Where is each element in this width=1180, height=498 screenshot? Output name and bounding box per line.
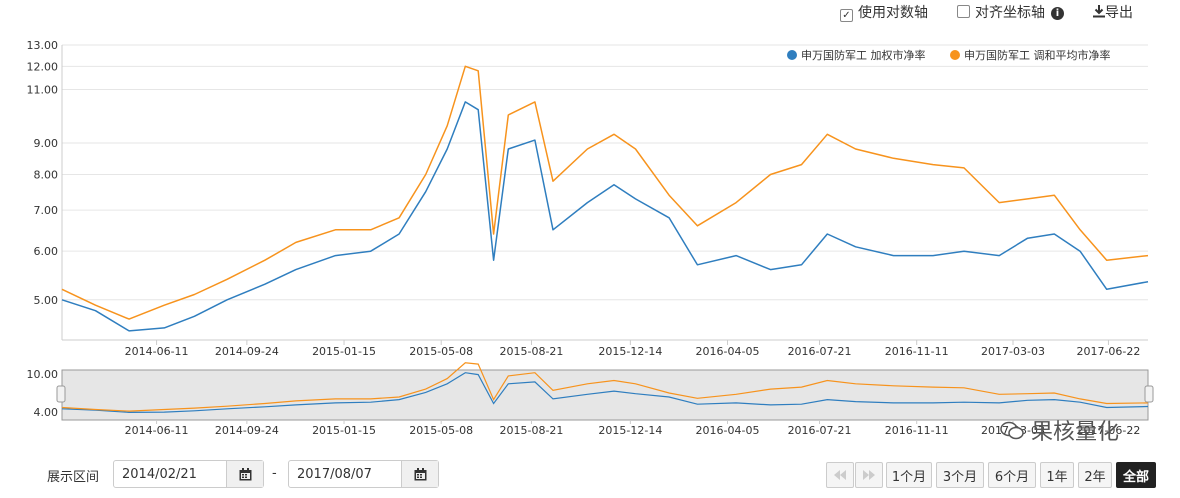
calendar-icon <box>239 467 251 480</box>
legend: 申万国防军工 加权市净率 申万国防军工 调和平均市净率 <box>787 48 1111 62</box>
legend-marker <box>787 50 797 60</box>
navigator-x-axis: 2014-06-11 2014-09-24 2015-01-15 2015-05-08… <box>125 420 1140 437</box>
info-icon[interactable]: i <box>1051 7 1064 20</box>
main-chart[interactable]: 5.00 6.00 7.00 8.00 9.00 11.00 12.00 13.00 2014… <box>0 0 1180 360</box>
navigator-series-line-2 <box>61 362 1149 412</box>
navigator-x-tick-label: 2016-04-05 <box>696 424 760 437</box>
date-from-input[interactable] <box>114 461 235 487</box>
date-to-input[interactable] <box>289 461 410 487</box>
calendar-icon <box>414 467 426 480</box>
date-to[interactable] <box>288 460 439 488</box>
navigator-series <box>61 362 1149 414</box>
export-button[interactable]: 导出 <box>1093 2 1133 22</box>
watermark-text: 果核量化 <box>1031 420 1120 445</box>
navigator-x-tick-label: 2015-08-21 <box>500 424 564 437</box>
navigator-left-handle[interactable] <box>56 385 66 403</box>
legend-label[interactable]: 申万国防军工 加权市净率 <box>801 48 926 62</box>
double-left-icon <box>834 470 846 480</box>
navigator[interactable]: 10.00 4.00 2014-06-11 2014-09-24 2015-01-15… <box>0 360 1180 440</box>
y-tick-label: 9.00 <box>34 137 59 150</box>
log-axis-label: 使用对数轴 <box>858 5 928 21</box>
navigator-y-label: 4.00 <box>34 406 59 419</box>
y-tick-label: 13.00 <box>27 39 59 52</box>
x-tick-label: 2015-12-14 <box>598 345 662 358</box>
navigator-y-label: 10.00 <box>27 368 59 381</box>
zoom-1y-button[interactable]: 1年 <box>1040 462 1074 488</box>
align-axis-option[interactable]: 对齐坐标轴 i <box>957 2 1064 22</box>
align-axis-label: 对齐坐标轴 <box>975 5 1045 21</box>
x-tick-label: 2014-06-11 <box>125 345 189 358</box>
navigator-window[interactable] <box>61 369 1149 421</box>
x-tick-label: 2016-07-21 <box>788 345 852 358</box>
grid-lines <box>62 44 1148 301</box>
navigator-right-handle[interactable] <box>1144 385 1154 403</box>
zoom-1m-button[interactable]: 1个月 <box>886 462 932 488</box>
navigator-x-tick-label: 2014-06-11 <box>125 424 189 437</box>
range-label: 展示区间 <box>47 470 100 485</box>
double-right-icon <box>863 470 875 480</box>
range-separator: - <box>272 466 277 481</box>
range-controls: 展示区间 - 1个月 3个月 6个月 1年 2年 全部 <box>0 460 1180 492</box>
y-tick-label: 12.00 <box>27 60 59 73</box>
y-tick-label: 7.00 <box>34 204 59 217</box>
log-axis-checkbox[interactable]: ✓ <box>840 9 853 22</box>
scroll-right-button[interactable] <box>855 462 883 488</box>
series-line-2[interactable] <box>61 65 1149 320</box>
x-tick-label: 2015-01-15 <box>312 345 376 358</box>
series-lines <box>61 65 1149 332</box>
navigator-x-tick-label: 2015-12-14 <box>598 424 662 437</box>
navigator-x-tick-label: 2017-06-22 <box>1076 424 1140 437</box>
navigator-series-line-1 <box>61 372 1149 414</box>
x-tick-label: 2015-08-21 <box>500 345 564 358</box>
align-axis-checkbox[interactable] <box>957 5 970 18</box>
series-line-1[interactable] <box>61 101 1149 332</box>
y-tick-label: 5.00 <box>34 294 59 307</box>
legend-marker <box>950 50 960 60</box>
download-icon <box>1093 5 1105 18</box>
navigator-x-tick-label: 2016-11-11 <box>885 424 949 437</box>
export-label: 导出 <box>1105 5 1133 21</box>
watermark: 果核量化 <box>1000 414 1119 446</box>
x-axis: 2014-06-11 2014-09-24 2015-01-15 2015-05-08… <box>62 339 1148 358</box>
navigator-x-tick-label: 2015-05-08 <box>409 424 473 437</box>
calendar-to-button[interactable] <box>401 461 438 487</box>
y-tick-label: 6.00 <box>34 245 59 258</box>
zoom-2y-button[interactable]: 2年 <box>1078 462 1112 488</box>
x-tick-label: 2014-09-24 <box>215 345 279 358</box>
zoom-6m-button[interactable]: 6个月 <box>988 462 1036 488</box>
x-tick-label: 2017-03-03 <box>981 345 1045 358</box>
wechat-icon <box>1000 421 1024 440</box>
zoom-3m-button[interactable]: 3个月 <box>936 462 984 488</box>
y-tick-label: 8.00 <box>34 168 59 181</box>
legend-label[interactable]: 申万国防军工 调和平均市净率 <box>964 48 1111 62</box>
log-axis-option[interactable]: ✓ 使用对数轴 <box>840 2 928 22</box>
scroll-left-button[interactable] <box>826 462 854 488</box>
y-tick-label: 11.00 <box>27 84 59 97</box>
navigator-x-tick-label: 2016-07-21 <box>788 424 852 437</box>
navigator-x-tick-label: 2014-09-24 <box>215 424 279 437</box>
zoom-all-button[interactable]: 全部 <box>1116 462 1156 488</box>
date-from[interactable] <box>113 460 264 488</box>
navigator-x-tick-label: 2015-01-15 <box>312 424 376 437</box>
x-tick-label: 2015-05-08 <box>409 345 473 358</box>
x-tick-label: 2016-04-05 <box>696 345 760 358</box>
navigator-y-labels: 10.00 4.00 <box>27 368 59 419</box>
y-axis: 5.00 6.00 7.00 8.00 9.00 11.00 12.00 13.00 <box>27 39 63 340</box>
calendar-from-button[interactable] <box>226 461 263 487</box>
x-tick-label: 2017-06-22 <box>1076 345 1140 358</box>
x-tick-label: 2016-11-11 <box>885 345 949 358</box>
